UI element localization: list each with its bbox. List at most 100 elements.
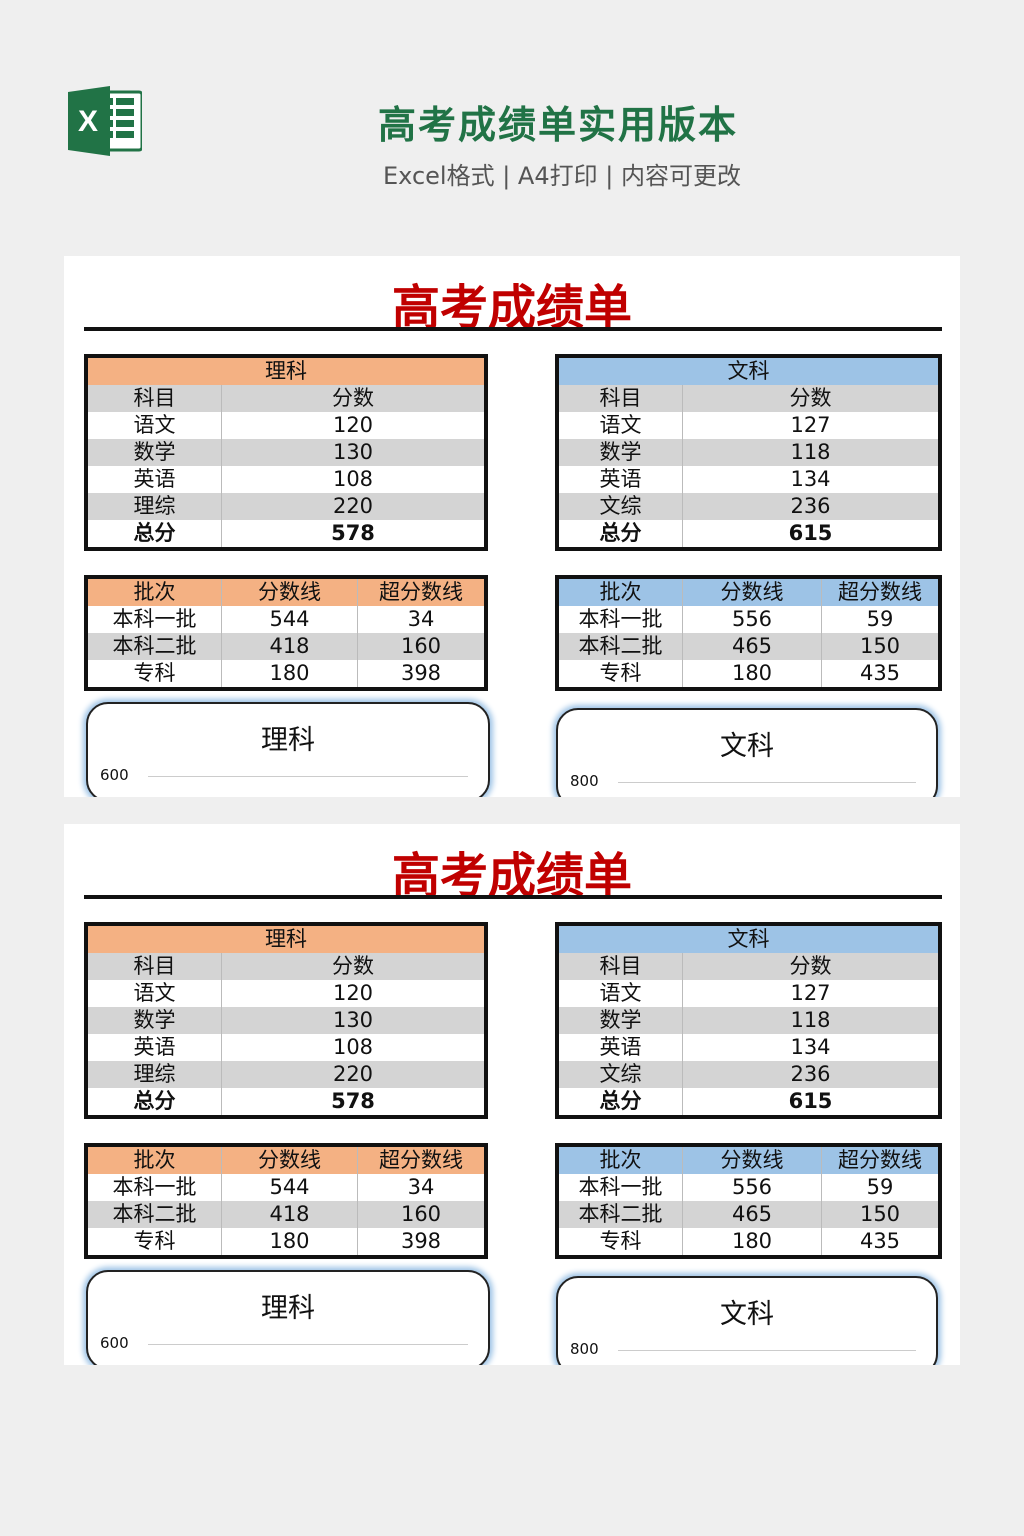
- total-label: 总分: [559, 520, 683, 547]
- score-cell: 120: [332, 413, 374, 437]
- over-cutoff-cell: 59: [866, 1175, 894, 1199]
- table-row: 专科 180 435: [559, 660, 938, 687]
- col-header: 分数线: [683, 1147, 822, 1174]
- arts-chart[interactable]: 文科 800: [556, 1276, 938, 1365]
- gridline: [148, 1344, 468, 1345]
- svg-text:X: X: [78, 105, 98, 138]
- science-score-table: 理科 科目 分数 语文 120 数学 130 英语 108 理综 220 总分 578: [84, 354, 488, 551]
- column-headers: 科目 分数: [559, 953, 938, 980]
- cutoff-score-cell: 418: [222, 633, 358, 660]
- total-score: 578: [331, 1089, 375, 1113]
- over-cutoff-cell: 398: [400, 661, 442, 685]
- score-cell: 220: [332, 494, 374, 518]
- score-sheet: 高考成绩单 理科 科目 分数 语文 120 数学 130 英语 108 理综 220 总分 578 批…: [64, 824, 960, 1365]
- subject-cell: 英语: [559, 466, 683, 493]
- col-header: 分数: [332, 386, 374, 410]
- cutoff-score-cell: 465: [683, 1201, 822, 1228]
- over-cutoff-cell: 34: [407, 1175, 435, 1199]
- science-chart[interactable]: 理科 600: [86, 702, 490, 797]
- table-row: 本科一批 556 59: [559, 606, 938, 633]
- table-row: 英语 134: [559, 466, 938, 493]
- table-row: 数学 118: [559, 1007, 938, 1034]
- over-cutoff-cell: 150: [859, 1202, 901, 1226]
- total-row: 总分 578: [88, 1088, 484, 1115]
- table-row: 本科一批 544 34: [88, 606, 484, 633]
- page-subtitle: Excel格式 | A4打印 | 内容可更改: [383, 162, 741, 190]
- subject-cell: 语文: [88, 412, 222, 439]
- col-header: 分数: [789, 954, 832, 978]
- score-cell: 134: [790, 1035, 831, 1059]
- batch-name-cell: 本科二批: [88, 1201, 222, 1228]
- track-label: 理科: [265, 359, 307, 383]
- col-header: 批次: [559, 579, 683, 606]
- score-cell: 108: [332, 467, 374, 491]
- table-header: 文科: [559, 926, 938, 953]
- science-chart[interactable]: 理科 600: [86, 1270, 490, 1365]
- gridline: [618, 1350, 916, 1351]
- track-label: 文科: [727, 927, 770, 951]
- subject-cell: 英语: [559, 1034, 683, 1061]
- gridline: [148, 776, 468, 777]
- table-row: 文综 236: [559, 493, 938, 520]
- col-header: 批次: [88, 579, 222, 606]
- science-batch-table: 批次 分数线 超分数线 本科一批 544 34 本科二批 418 160 专科 180 398: [84, 1143, 488, 1259]
- score-cell: 134: [790, 467, 831, 491]
- subject-cell: 英语: [88, 1034, 222, 1061]
- arts-score-table: 文科 科目 分数 语文 127 数学 118 英语 134 文综 236 总分 615: [555, 922, 942, 1119]
- chart-title: 文科: [720, 731, 774, 762]
- table-header: 理科: [88, 358, 484, 385]
- batch-name-cell: 本科二批: [88, 633, 222, 660]
- arts-batch-table: 批次 分数线 超分数线 本科一批 556 59 本科二批 465 150 专科 180 435: [555, 575, 942, 691]
- sheet-title: 高考成绩单: [391, 280, 632, 336]
- arts-batch-table: 批次 分数线 超分数线 本科一批 556 59 本科二批 465 150 专科 180 435: [555, 1143, 942, 1259]
- arts-chart[interactable]: 文科 800: [556, 708, 938, 797]
- col-header: 分数线: [683, 579, 822, 606]
- subject-cell: 数学: [88, 439, 222, 466]
- col-header: 超分数线: [838, 580, 922, 604]
- table-row: 语文 120: [88, 412, 484, 439]
- table-row: 数学 130: [88, 439, 484, 466]
- column-headers: 科目 分数: [559, 385, 938, 412]
- col-header: 科目: [559, 953, 683, 980]
- table-row: 数学 130: [88, 1007, 484, 1034]
- cutoff-score-cell: 465: [683, 633, 822, 660]
- subject-cell: 数学: [559, 1007, 683, 1034]
- track-label: 理科: [265, 927, 307, 951]
- score-cell: 130: [332, 1008, 374, 1032]
- over-cutoff-cell: 160: [400, 1202, 442, 1226]
- cutoff-score-cell: 180: [683, 1228, 822, 1255]
- score-cell: 118: [790, 440, 831, 464]
- cutoff-score-cell: 556: [683, 1174, 822, 1201]
- batch-name-cell: 专科: [88, 1228, 222, 1255]
- table-row: 数学 118: [559, 439, 938, 466]
- chart-title: 理科: [261, 725, 315, 756]
- table-row: 语文 127: [559, 980, 938, 1007]
- batch-name-cell: 本科一批: [88, 606, 222, 633]
- subject-cell: 数学: [88, 1007, 222, 1034]
- page-title: 高考成绩单实用版本: [377, 103, 738, 147]
- science-score-table: 理科 科目 分数 语文 120 数学 130 英语 108 理综 220 总分 578: [84, 922, 488, 1119]
- table-row: 本科二批 418 160: [88, 1201, 484, 1228]
- total-score: 578: [331, 521, 375, 545]
- table-header: 理科: [88, 926, 484, 953]
- excel-icon: X: [68, 86, 142, 156]
- total-row: 总分 615: [559, 520, 938, 547]
- col-header: 分数: [789, 386, 832, 410]
- subject-cell: 语文: [559, 980, 683, 1007]
- subject-cell: 英语: [88, 466, 222, 493]
- cutoff-score-cell: 418: [222, 1201, 358, 1228]
- y-tick-label: 600: [100, 766, 129, 784]
- total-label: 总分: [88, 520, 222, 547]
- col-header: 分数: [332, 954, 374, 978]
- col-header: 分数线: [222, 579, 358, 606]
- column-headers: 科目 分数: [88, 385, 484, 412]
- subject-cell: 语文: [559, 412, 683, 439]
- table-row: 本科一批 544 34: [88, 1174, 484, 1201]
- total-row: 总分 615: [559, 1088, 938, 1115]
- arts-score-table: 文科 科目 分数 语文 127 数学 118 英语 134 文综 236 总分 615: [555, 354, 942, 551]
- cutoff-score-cell: 556: [683, 606, 822, 633]
- col-header: 科目: [559, 385, 683, 412]
- cutoff-score-cell: 180: [222, 1228, 358, 1255]
- column-headers: 科目 分数: [88, 953, 484, 980]
- cutoff-score-cell: 180: [683, 660, 822, 687]
